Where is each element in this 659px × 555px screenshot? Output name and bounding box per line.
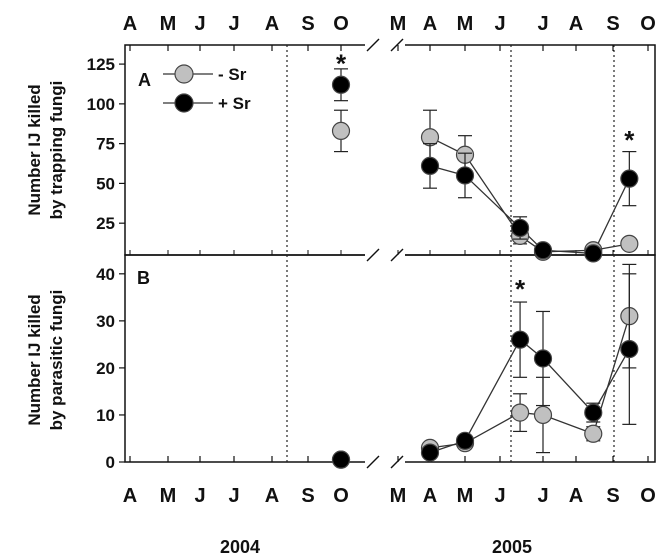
x-tick-label-bottom: A bbox=[423, 485, 437, 507]
y-axis-title-line: by trapping fungi bbox=[47, 81, 66, 220]
data-point bbox=[533, 349, 553, 368]
year-label-2005: 2005 bbox=[492, 537, 532, 555]
year-label-2004: 2004 bbox=[220, 537, 260, 555]
data-point bbox=[420, 443, 440, 462]
x-tick-label-bottom: M bbox=[390, 485, 407, 507]
x-tick-label-bottom: A bbox=[569, 485, 583, 507]
x-tick-label-bottom: A bbox=[123, 485, 137, 507]
data-point bbox=[584, 424, 603, 443]
axis-break-mark bbox=[390, 38, 404, 52]
y-axis-title-b: Number IJ killed by parasitic fungi bbox=[25, 290, 66, 431]
x-tick-label-top: J bbox=[228, 13, 239, 35]
data-point bbox=[510, 403, 530, 422]
markers-b-plus-sr bbox=[331, 273, 639, 469]
markers-b-minus-sr bbox=[331, 263, 639, 469]
data-point bbox=[331, 75, 351, 94]
legend-marker bbox=[174, 64, 194, 84]
x-tick-label-top: J bbox=[494, 13, 505, 35]
data-point bbox=[620, 339, 639, 359]
x-tick-label-top: A bbox=[423, 13, 437, 35]
x-tick-label-top: J bbox=[194, 13, 205, 35]
data-point bbox=[455, 431, 475, 450]
x-tick-label-top: M bbox=[390, 13, 407, 35]
data-point bbox=[510, 330, 530, 349]
y-tick-label-a: 100 bbox=[87, 95, 115, 114]
x-tick-label-top: O bbox=[333, 13, 349, 35]
axis-break-mark bbox=[366, 455, 380, 469]
axis-break-gap-mid bbox=[365, 252, 405, 258]
y-tick-label-b: 10 bbox=[96, 406, 115, 425]
y-tick-label-b: 20 bbox=[96, 359, 115, 378]
axis-break-mark bbox=[366, 38, 380, 52]
significance-asterisk: * bbox=[336, 49, 347, 79]
y-axis-title-a: Number IJ killed by trapping fungi bbox=[25, 81, 66, 220]
data-point bbox=[584, 403, 603, 422]
data-point bbox=[533, 241, 553, 260]
x-tick-label-bottom: O bbox=[333, 485, 349, 507]
y-tick-label-b: 30 bbox=[96, 312, 115, 331]
panel-label-a: A bbox=[138, 70, 151, 90]
data-point bbox=[510, 218, 530, 238]
x-tick-label-top: A bbox=[123, 13, 137, 35]
x-tick-label-bottom: M bbox=[160, 485, 177, 507]
y-axis-title-line: by parasitic fungi bbox=[47, 290, 66, 431]
data-point bbox=[331, 121, 351, 141]
x-tick-label-top: S bbox=[606, 13, 619, 35]
x-tick-label-bottom: S bbox=[606, 485, 619, 507]
data-point bbox=[331, 450, 351, 469]
legend-marker bbox=[174, 93, 194, 113]
data-point bbox=[620, 234, 639, 253]
data-point bbox=[584, 244, 603, 263]
panel-b-frame bbox=[124, 254, 656, 463]
y-tick-label-a: 50 bbox=[96, 174, 115, 193]
legend-entry: + Sr bbox=[218, 94, 251, 113]
panel-a-frame bbox=[124, 44, 656, 256]
x-tick-label-bottom: J bbox=[494, 485, 505, 507]
axis-break-gap-top bbox=[365, 42, 405, 48]
significance-asterisk: * bbox=[624, 125, 635, 155]
x-tick-label-top: A bbox=[265, 13, 279, 35]
x-tick-label-bottom: O bbox=[640, 485, 656, 507]
data-point bbox=[455, 166, 475, 185]
data-point bbox=[620, 169, 639, 188]
y-tick-label-b: 40 bbox=[96, 265, 115, 284]
y-axis-title-line: Number IJ killed bbox=[25, 84, 44, 215]
x-tick-label-bottom: S bbox=[301, 485, 314, 507]
x-tick-label-bottom: J bbox=[537, 485, 548, 507]
axis-break-gap-bottom bbox=[365, 459, 405, 465]
axis-break-mark bbox=[390, 248, 404, 262]
y-tick-label-a: 75 bbox=[96, 135, 115, 154]
x-tick-label-top: J bbox=[537, 13, 548, 35]
significance-asterisk: * bbox=[515, 274, 526, 304]
x-tick-label-top: S bbox=[301, 13, 314, 35]
x-tick-label-bottom: J bbox=[194, 485, 205, 507]
x-tick-label-top: M bbox=[457, 13, 474, 35]
x-tick-label-bottom: M bbox=[457, 485, 474, 507]
x-tick-label-bottom: J bbox=[228, 485, 239, 507]
axis-break-mark bbox=[390, 455, 404, 469]
y-axis-title-line: Number IJ killed bbox=[25, 294, 44, 425]
y-tick-label-b: 0 bbox=[106, 453, 115, 472]
x-tick-label-bottom: A bbox=[265, 485, 279, 507]
x-tick-label-top: A bbox=[569, 13, 583, 35]
data-point bbox=[420, 156, 440, 176]
data-point bbox=[533, 405, 553, 425]
axis-break-mark bbox=[366, 248, 380, 262]
y-tick-label-a: 125 bbox=[87, 55, 115, 74]
markers-a-plus-sr bbox=[331, 68, 639, 263]
x-tick-label-top: M bbox=[160, 13, 177, 35]
x-tick-label-top: O bbox=[640, 13, 656, 35]
y-tick-label-a: 25 bbox=[96, 214, 115, 233]
legend-entry: - Sr bbox=[218, 65, 247, 84]
panel-label-b: B bbox=[137, 268, 150, 288]
